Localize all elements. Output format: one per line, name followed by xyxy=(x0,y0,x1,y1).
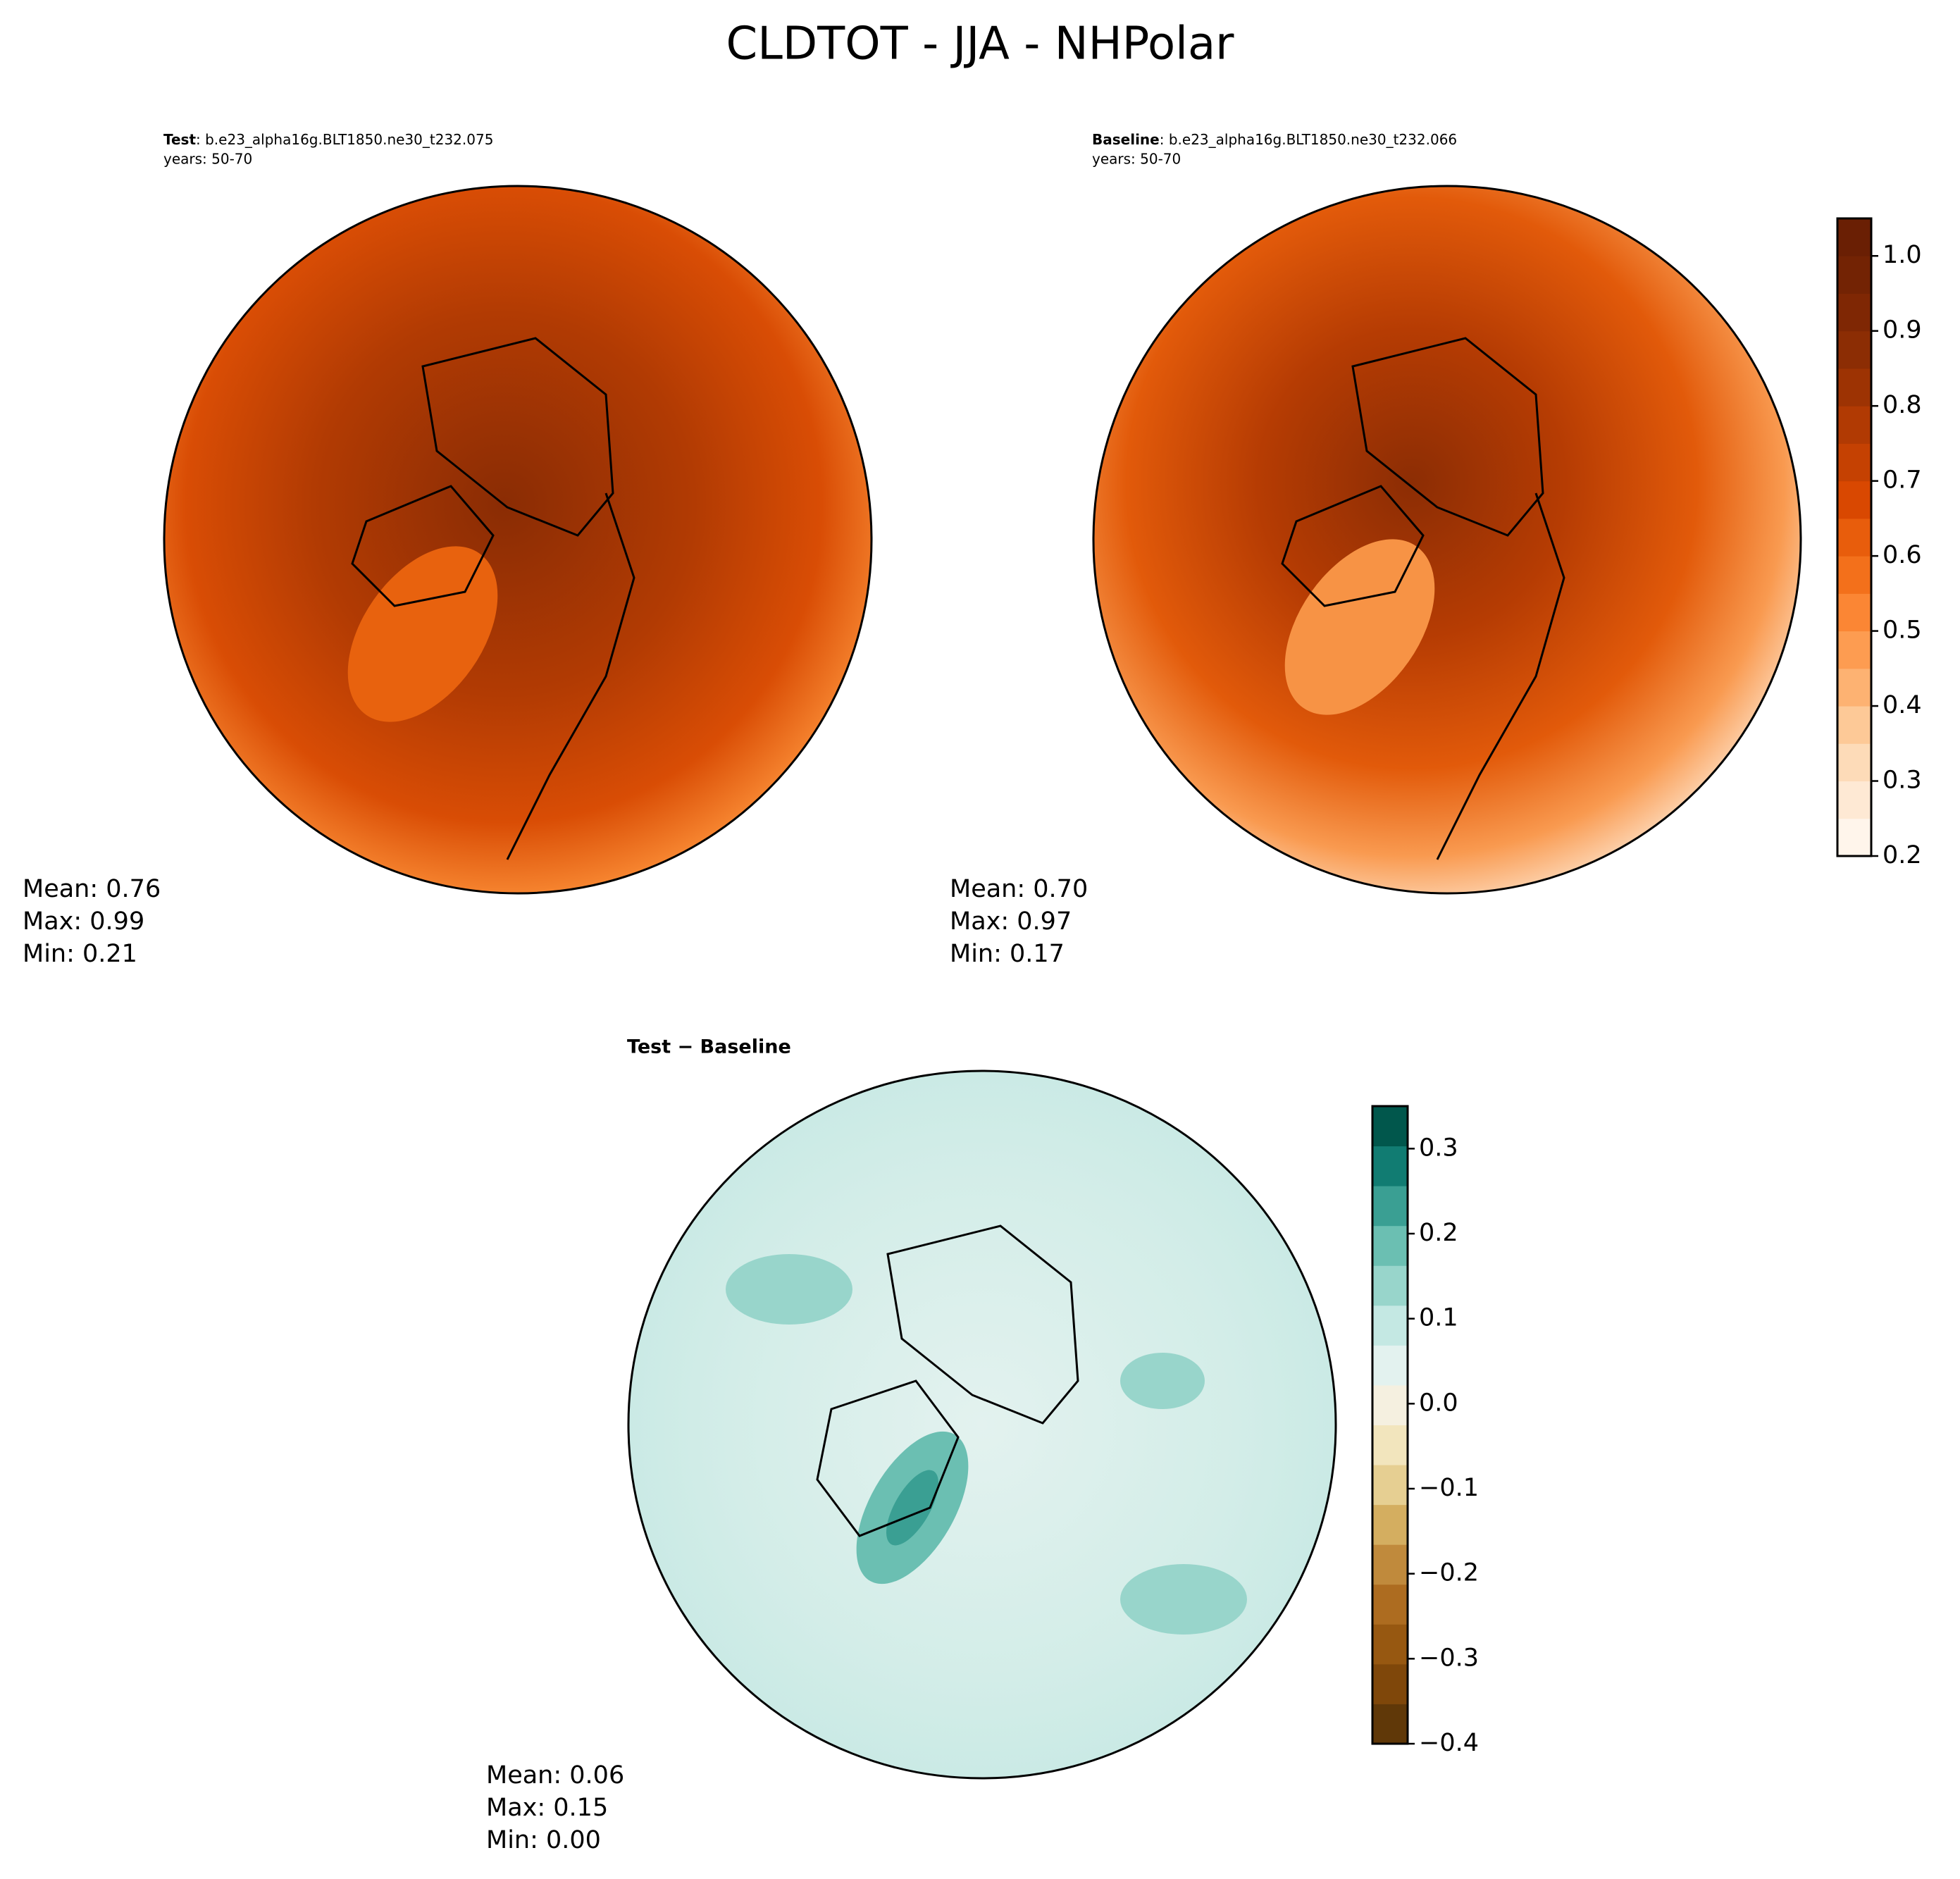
colorbar-tick-label: 0.0 xyxy=(1419,1389,1458,1417)
colorbar-level xyxy=(1837,368,1871,407)
colorbar-level xyxy=(1372,1584,1408,1625)
colorbar-level xyxy=(1837,330,1871,369)
stat-line: Mean: 0.70 xyxy=(950,875,1088,903)
colorbar-tick-label: 0.1 xyxy=(1419,1304,1458,1332)
stat-line: Min: 0.17 xyxy=(950,940,1065,968)
colorbar-tick-label: 0.5 xyxy=(1883,616,1922,645)
map-test xyxy=(163,185,873,895)
colorbar-level xyxy=(1372,1704,1408,1744)
figure-title: CLDTOT - JJA - NHPolar xyxy=(726,18,1235,70)
colorbar-level xyxy=(1837,518,1871,557)
colorbar-level xyxy=(1372,1425,1408,1465)
stat-line: Max: 0.99 xyxy=(23,907,144,936)
colorbar-level xyxy=(1372,1663,1408,1704)
colorbar-level xyxy=(1837,218,1871,256)
colorbar-tick-label: 0.2 xyxy=(1883,841,1922,869)
colorbar-tick-label: 0.8 xyxy=(1883,391,1922,419)
colorbar-frame xyxy=(1836,217,1873,857)
colorbar-tick-label: 0.2 xyxy=(1419,1219,1458,1247)
colorbar-tick-label: 0.4 xyxy=(1883,691,1922,719)
panel-case: : b.e23_alpha16g.BLT1850.ne30_t232.075 xyxy=(196,131,493,148)
colorbar-level xyxy=(1372,1504,1408,1545)
colorbar-level xyxy=(1837,781,1871,819)
colorbar-level xyxy=(1372,1384,1408,1425)
panel-label: Baseline xyxy=(1092,131,1160,148)
colorbar-level xyxy=(1837,668,1871,707)
panel-header: Baseline: b.e23_alpha16g.BLT1850.ne30_t2… xyxy=(1092,131,1457,148)
stat-line: Max: 0.15 xyxy=(486,1794,608,1822)
panel-years: years: 50-70 xyxy=(163,151,252,168)
stat-line: Min: 0.21 xyxy=(23,940,137,968)
colorbar-level xyxy=(1837,818,1871,857)
colorbar-level xyxy=(1837,480,1871,519)
colorbar-level xyxy=(1837,593,1871,632)
colorbar-tick-label: 0.3 xyxy=(1419,1134,1458,1162)
colorbar-level xyxy=(1837,743,1871,782)
stat-line: Mean: 0.76 xyxy=(23,875,161,903)
colorbar-tick-label: 0.3 xyxy=(1883,767,1922,795)
colorbar-level xyxy=(1837,406,1871,444)
stat-line: Max: 0.97 xyxy=(950,907,1072,936)
colorbar-level xyxy=(1372,1465,1408,1506)
colorbar-frame xyxy=(1371,1105,1409,1745)
colorbar-level xyxy=(1837,556,1871,594)
annotations: Test: b.e23_alpha16g.BLT1850.ne30_t232.0… xyxy=(23,131,1922,1855)
colorbar-level xyxy=(1837,706,1871,744)
colorbar-tick-label: −0.1 xyxy=(1419,1474,1479,1502)
panel-case: : b.e23_alpha16g.BLT1850.ne30_t232.066 xyxy=(1160,131,1457,148)
panel-years: years: 50-70 xyxy=(1092,151,1181,168)
panel-header: Test: b.e23_alpha16g.BLT1850.ne30_t232.0… xyxy=(163,131,493,148)
colorbar-level xyxy=(1372,1106,1408,1147)
colorbar-level xyxy=(1837,443,1871,482)
stat-line: Mean: 0.06 xyxy=(486,1761,624,1790)
colorbar-tick-label: 0.6 xyxy=(1883,541,1922,569)
colorbar-level xyxy=(1372,1146,1408,1186)
colorbar-level xyxy=(1372,1186,1408,1227)
colorbar-tick-label: 1.0 xyxy=(1883,241,1922,269)
colorbar-level xyxy=(1837,256,1871,294)
colorbar-tick-label: −0.2 xyxy=(1419,1559,1479,1587)
stat-line: Min: 0.00 xyxy=(486,1826,601,1854)
diff-title: Test − Baseline xyxy=(627,1036,791,1058)
colorbar-level xyxy=(1837,293,1871,332)
colorbar-level xyxy=(1372,1624,1408,1665)
colorbar-tick-label: −0.3 xyxy=(1419,1644,1479,1672)
colorbar-level xyxy=(1837,631,1871,669)
colorbar-tick-label: 0.9 xyxy=(1883,316,1922,345)
map-difference xyxy=(627,1069,1337,1780)
map-baseline xyxy=(1092,185,1802,895)
colorbar-level xyxy=(1372,1265,1408,1306)
colorbar-tick-label: 0.7 xyxy=(1883,466,1922,495)
panel-label: Test xyxy=(163,131,196,148)
colorbar-level xyxy=(1372,1225,1408,1266)
colorbar-level xyxy=(1372,1305,1408,1346)
colorbar-level xyxy=(1372,1544,1408,1585)
colorbar-tick-label: −0.4 xyxy=(1419,1729,1479,1757)
colorbar-level xyxy=(1372,1345,1408,1386)
